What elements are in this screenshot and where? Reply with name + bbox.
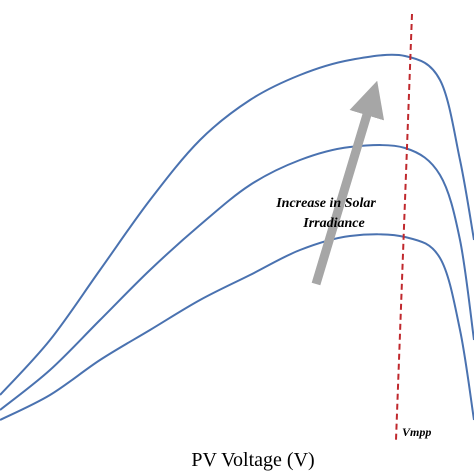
arrow bbox=[311, 80, 385, 286]
vmpp-line bbox=[395, 13, 413, 441]
annotation: Vmpp bbox=[402, 425, 431, 439]
annotation: Increase in Solar bbox=[275, 196, 376, 211]
curve bbox=[0, 53, 474, 396]
curve bbox=[0, 233, 474, 421]
curve bbox=[0, 143, 474, 411]
annotation: Irradiance bbox=[302, 216, 364, 231]
x-axis-label: PV Voltage (V) bbox=[191, 449, 314, 471]
